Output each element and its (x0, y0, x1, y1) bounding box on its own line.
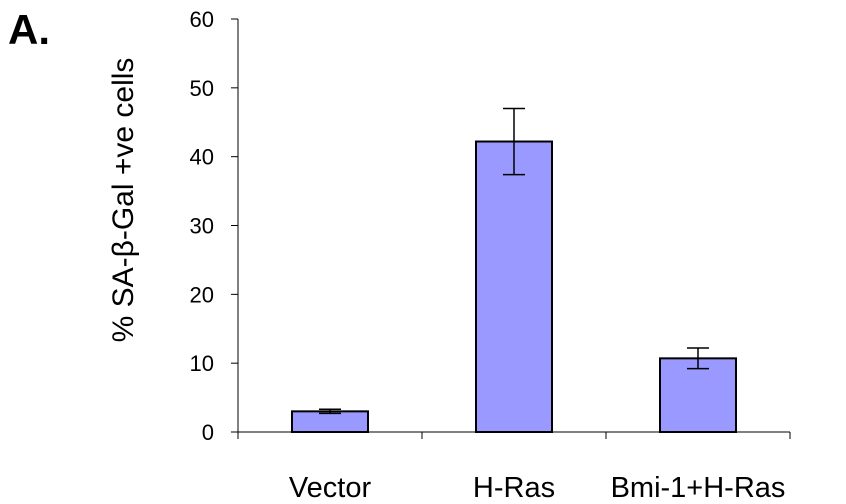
y-axis: 0 10 20 30 40 50 60 (190, 7, 239, 445)
error-bars (319, 107, 709, 415)
bars (291, 140, 737, 434)
x-tick-label: Vector (289, 472, 372, 504)
bar-vector (291, 410, 369, 434)
y-tick-label: 10 (190, 351, 214, 376)
x-axis (237, 431, 791, 439)
y-tick-label: 30 (190, 214, 214, 239)
y-tick-label: 40 (190, 145, 214, 170)
x-tick-label: H-Ras (473, 472, 555, 504)
y-tick-label: 60 (190, 7, 214, 32)
y-axis-label: % SA-β-Gal +ve cells (107, 58, 140, 343)
panel-label: A. (8, 6, 50, 53)
y-tick-label: 20 (190, 282, 214, 307)
y-tick-label: 50 (190, 76, 214, 101)
y-tick-label: 0 (202, 420, 214, 445)
x-tick-label: Bmi-1+H-Ras (611, 472, 786, 504)
bar-bmi-1-h-ras (659, 357, 737, 433)
bar-h-ras (475, 140, 553, 433)
x-tick-labels: Vector H-Ras Bmi-1+H-Ras (289, 472, 786, 504)
